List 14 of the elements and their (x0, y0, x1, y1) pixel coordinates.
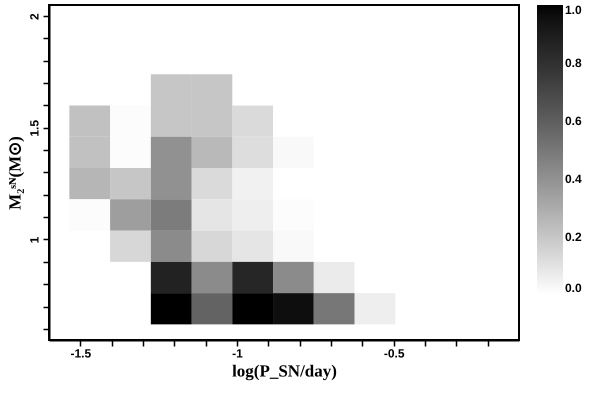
y-tick-label: 1.5 (28, 120, 42, 137)
color-bar-label: 1.0 (565, 3, 582, 17)
y-axis-title: M₂ˢᴺ(M⊙) (6, 136, 24, 210)
color-bar-label: 0.6 (565, 114, 582, 128)
x-tick-label: -1 (232, 346, 244, 360)
color-bar-label: 0.4 (565, 172, 582, 186)
y-tick-label: 1 (28, 236, 42, 244)
x-tick-label: -0.5 (384, 346, 405, 360)
color-bar-label: 0.2 (565, 230, 582, 244)
color-bar-label: 0.8 (565, 56, 582, 70)
y-tick-label: 2 (28, 13, 42, 20)
color-bar-label: 0.0 (565, 281, 582, 295)
x-axis-title: log(P_SN/day) (232, 362, 337, 380)
x-tick-label: -1.5 (70, 346, 92, 360)
